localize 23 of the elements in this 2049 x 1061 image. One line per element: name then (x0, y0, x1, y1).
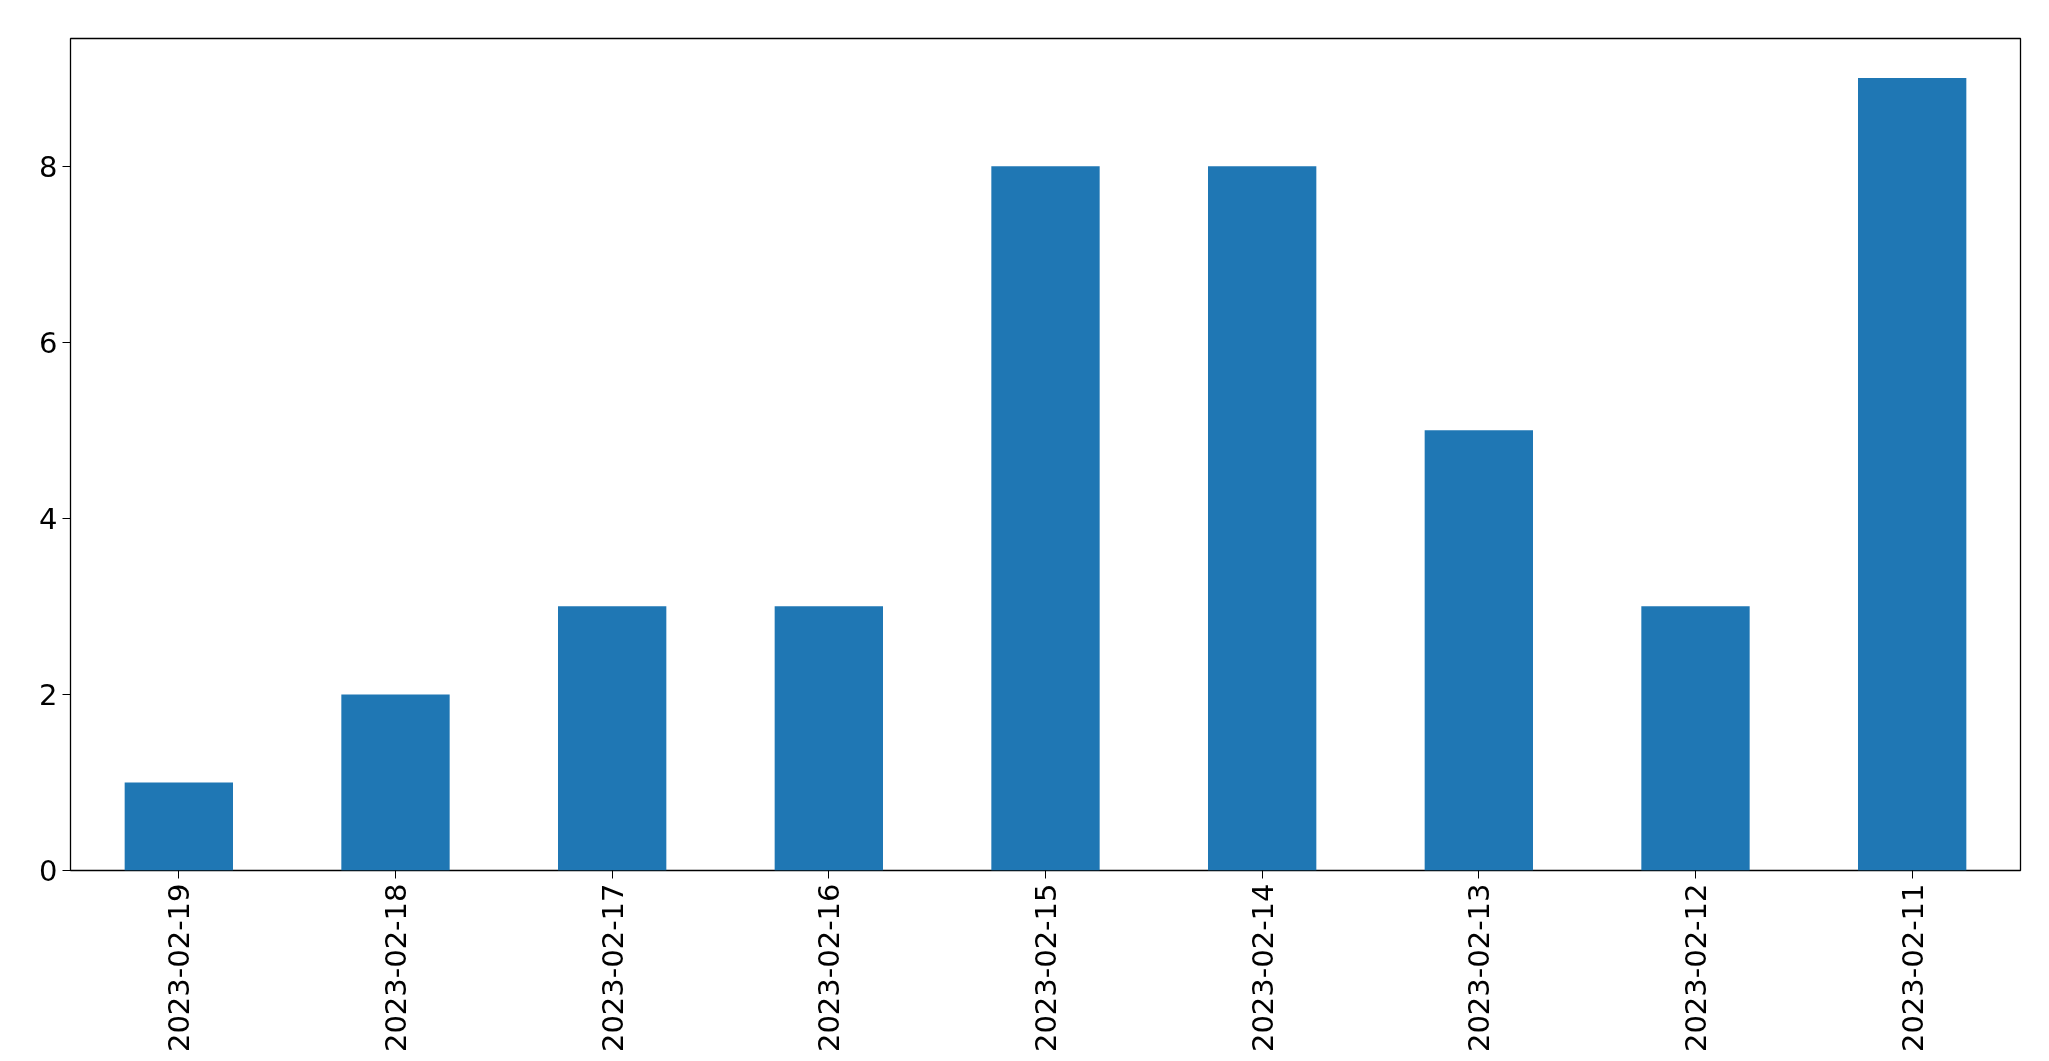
bar (1424, 430, 1533, 871)
bar (124, 782, 233, 871)
bar (558, 606, 667, 871)
bar (991, 166, 1100, 871)
y-tick-label: 0 (39, 854, 58, 888)
bar (1208, 166, 1317, 871)
x-tick-label: 2023-02-12 (1679, 883, 1713, 1053)
bar (1858, 78, 1967, 871)
x-tick-label: 2023-02-19 (162, 883, 197, 1053)
bar (774, 606, 883, 871)
x-tick-label: 2023-02-14 (1245, 883, 1280, 1053)
bar (341, 694, 450, 871)
y-tick-label: 8 (39, 149, 58, 184)
x-tick-label: 2023-02-15 (1029, 883, 1063, 1053)
y-tick-label: 4 (39, 501, 58, 536)
x-tick-label: 2023-02-16 (812, 883, 847, 1053)
x-tick-label: 2023-02-17 (595, 883, 630, 1053)
x-tick-label: 2023-02-13 (1462, 883, 1497, 1053)
y-tick-label: 2 (39, 677, 58, 712)
bar (1641, 606, 1750, 871)
y-tick-label: 6 (39, 325, 58, 360)
x-tick-label: 2023-02-18 (379, 883, 413, 1053)
x-tick-label: 2023-02-11 (1895, 883, 1930, 1053)
